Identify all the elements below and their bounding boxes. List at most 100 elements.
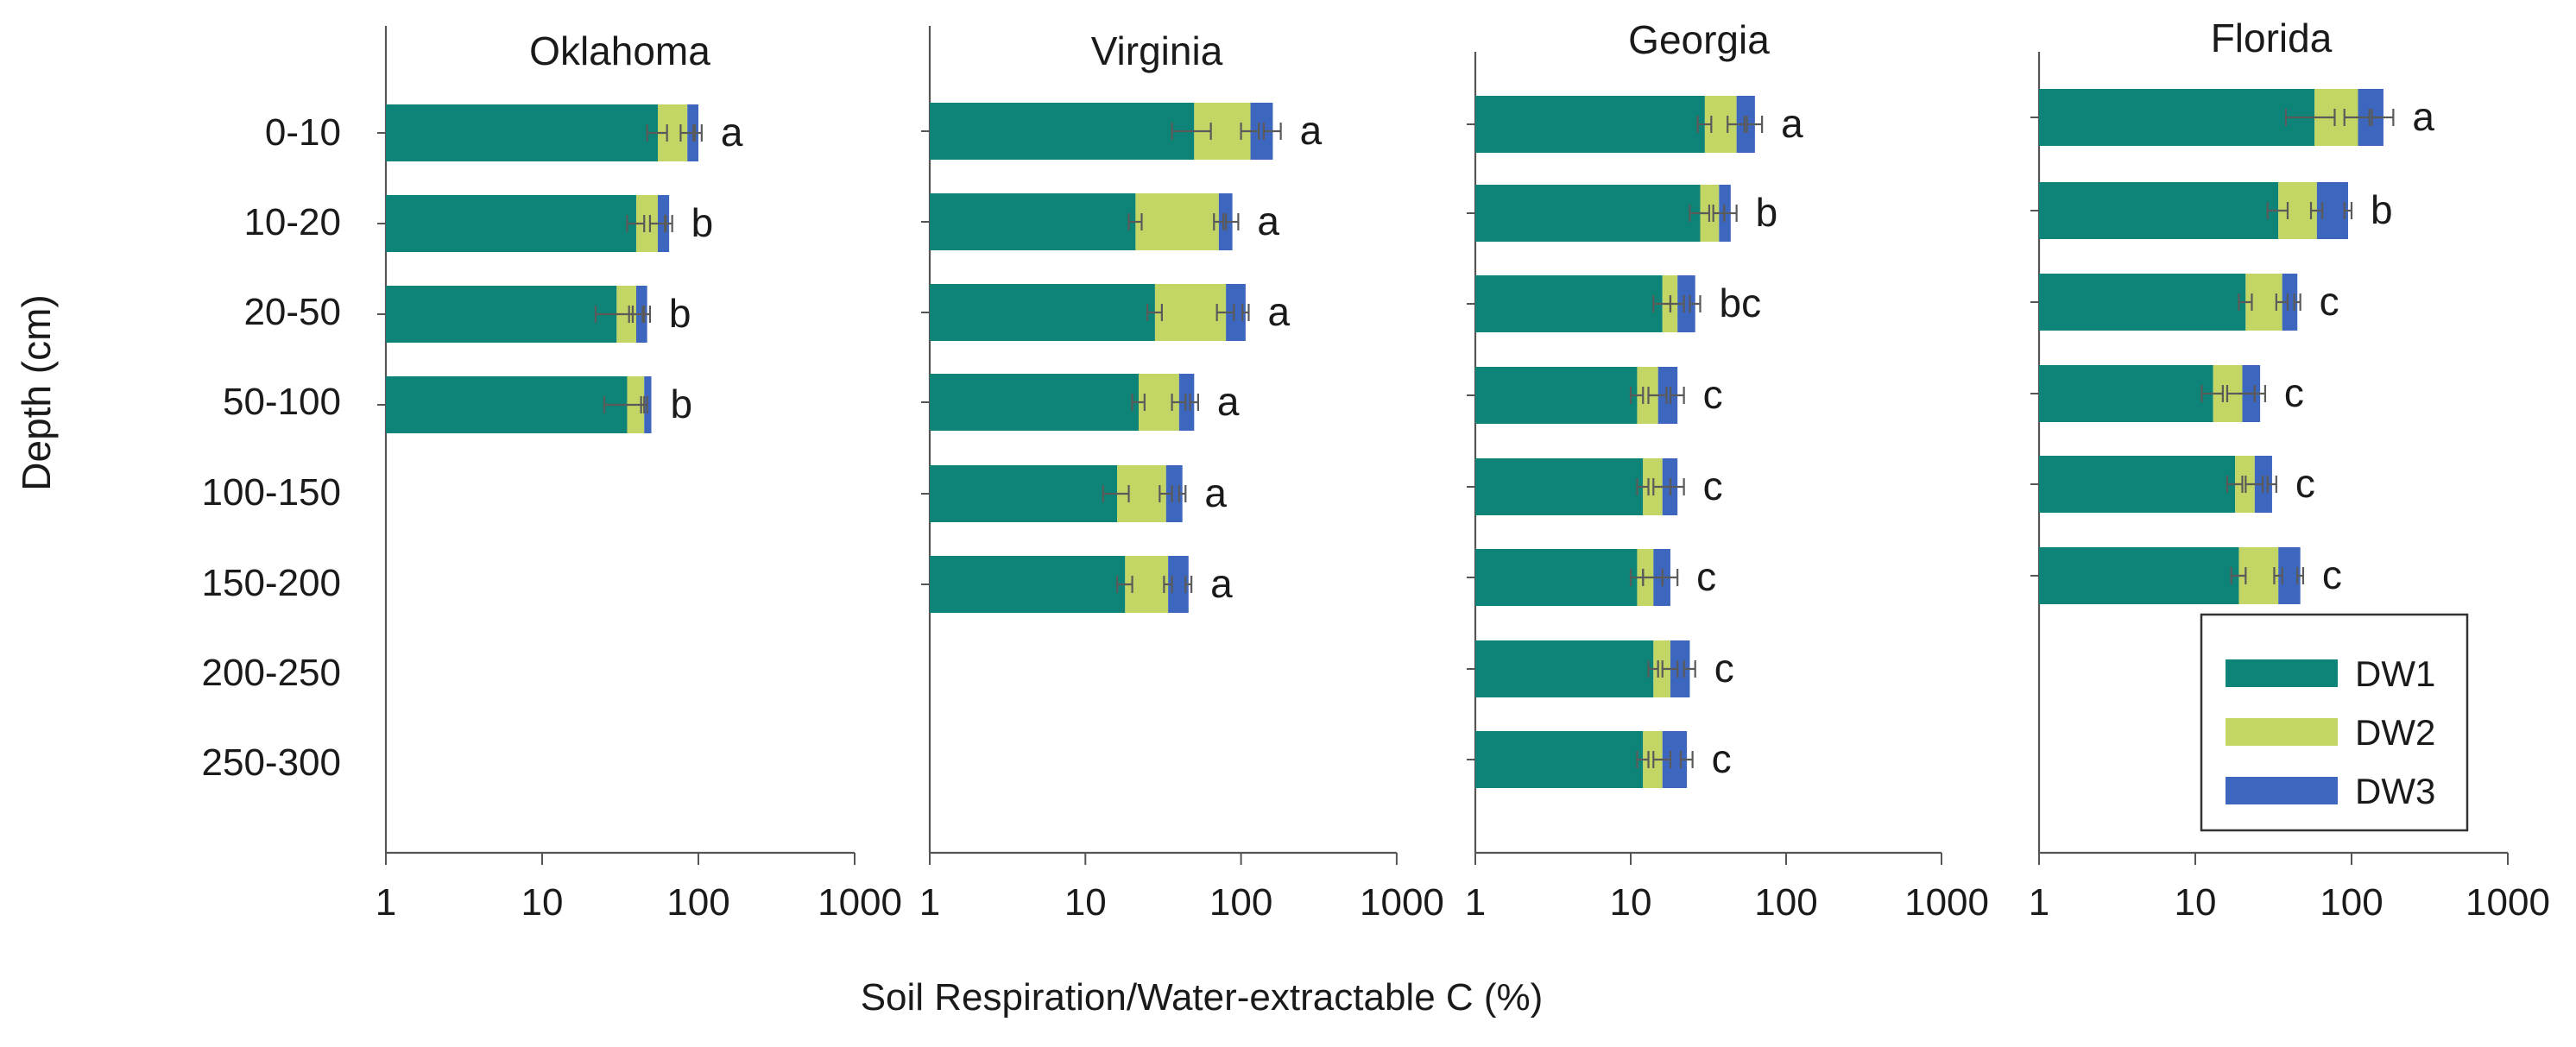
depth-axis-labels: 0-10 10-20 20-50 50-100 100-150 150-200 … [202, 111, 341, 784]
bar-dw1 [930, 193, 1136, 250]
panel-title: Virginia [1091, 28, 1223, 73]
significance-letter: a [1210, 561, 1233, 606]
x-tick-label: 1 [1465, 881, 1486, 924]
significance-letter: c [2295, 461, 2315, 506]
bar-dw1 [1475, 275, 1663, 332]
significance-letter: c [1712, 736, 1732, 781]
x-tick-label: 1 [2029, 881, 2049, 924]
x-tick-label: 10 [1610, 881, 1652, 924]
bar-dw1 [1475, 458, 1644, 515]
x-tick-label: 1000 [1360, 881, 1444, 924]
bar-dw1 [930, 556, 1126, 613]
bar-dw1 [2039, 547, 2239, 604]
depth-label: 100-150 [202, 471, 341, 514]
legend-swatch-dw3 [2226, 777, 2338, 804]
bar-dw1 [1475, 731, 1644, 788]
bar-dw1 [386, 286, 617, 343]
significance-letter: bc [1719, 281, 1761, 325]
significance-letter: c [2322, 552, 2342, 597]
significance-letter: c [1696, 554, 1716, 599]
bar-dw1 [930, 284, 1155, 341]
bar-dw1 [1475, 96, 1705, 153]
x-tick-label: 100 [1209, 881, 1272, 924]
bar-dw1 [386, 195, 636, 252]
significance-letter: c [2320, 279, 2339, 324]
bar-dw3 [1677, 275, 1695, 332]
legend-swatch-dw1 [2226, 659, 2338, 687]
bar-dw1 [386, 104, 659, 161]
x-tick-label: 100 [1754, 881, 1817, 924]
significance-letter: c [1714, 646, 1734, 691]
bar-dw1 [2039, 365, 2213, 422]
depth-label: 0-10 [265, 111, 341, 154]
significance-letter: a [721, 110, 743, 155]
panel-title: Oklahoma [529, 28, 710, 73]
x-axis-title: Soil Respiration/Water-extractable C (%) [861, 976, 1544, 1019]
significance-letter: b [671, 382, 693, 426]
significance-letter: b [2371, 187, 2393, 232]
bar-dw1 [2039, 89, 2315, 146]
bar-dw1 [1475, 367, 1638, 424]
significance-letter: c [2284, 370, 2304, 415]
depth-label: 20-50 [243, 291, 341, 333]
bar-dw2 [1154, 284, 1227, 341]
bar-dw3 [1657, 367, 1678, 424]
legend-label-dw3: DW3 [2355, 771, 2435, 811]
bar-dw3 [1165, 465, 1183, 522]
bar-dw1 [1475, 185, 1701, 242]
bar-dw3 [1168, 556, 1189, 613]
x-tick-label: 10 [1064, 881, 1107, 924]
significance-letter: a [1204, 470, 1227, 515]
x-tick-label: 1000 [2466, 881, 2550, 924]
x-tick-label: 10 [2175, 881, 2217, 924]
x-tick-label: 10 [521, 881, 564, 924]
x-tick-label: 100 [2320, 881, 2383, 924]
significance-letter: b [1756, 190, 1778, 235]
depth-label: 250-300 [202, 741, 341, 784]
bar-dw1 [2039, 274, 2246, 331]
significance-letter: a [1267, 289, 1290, 334]
depth-label: 200-250 [202, 652, 341, 694]
y-axis-title: Depth (cm) [14, 294, 59, 490]
significance-letter: b [669, 291, 691, 336]
bar-dw1 [2039, 456, 2236, 513]
x-tick-label: 1 [919, 881, 940, 924]
significance-letter: a [1300, 108, 1323, 153]
bar-dw1 [386, 376, 628, 433]
significance-letter: a [1217, 379, 1240, 424]
bar-dw3 [1670, 640, 1690, 697]
bar-dw1 [930, 465, 1118, 522]
bar-dw1 [930, 374, 1140, 431]
significance-letter: a [1257, 199, 1279, 243]
legend-label-dw2: DW2 [2355, 712, 2435, 753]
significance-letter: b [691, 200, 714, 245]
bar-dw1 [930, 103, 1195, 160]
x-tick-label: 1000 [1904, 881, 1989, 924]
bar-dw3 [1736, 96, 1755, 153]
bar-dw3 [1226, 284, 1246, 341]
panel-title: Florida [2211, 16, 2333, 60]
bar-dw1 [1475, 640, 1654, 697]
legend: DW1 DW2 DW3 [2200, 613, 2469, 832]
significance-letter: c [1703, 464, 1723, 508]
x-tick-label: 100 [666, 881, 729, 924]
bar-dw3 [1178, 374, 1195, 431]
bar-dw1 [1475, 549, 1638, 606]
depth-label: 150-200 [202, 562, 341, 604]
depth-label: 50-100 [223, 381, 341, 423]
depth-label: 10-20 [243, 201, 341, 243]
bar-dw3 [2282, 274, 2298, 331]
legend-swatch-dw2 [2226, 718, 2338, 746]
significance-letter: a [1781, 101, 1803, 146]
x-tick-label: 1 [376, 881, 396, 924]
legend-label-dw1: DW1 [2355, 653, 2435, 694]
significance-letter: c [1703, 372, 1723, 417]
significance-letter: a [2412, 94, 2434, 139]
panel-florida: Florida 1 10 100 1000 a b c c c c [2029, 16, 2550, 924]
x-tick-label: 1000 [818, 881, 902, 924]
panel-title: Georgia [1628, 17, 1770, 62]
